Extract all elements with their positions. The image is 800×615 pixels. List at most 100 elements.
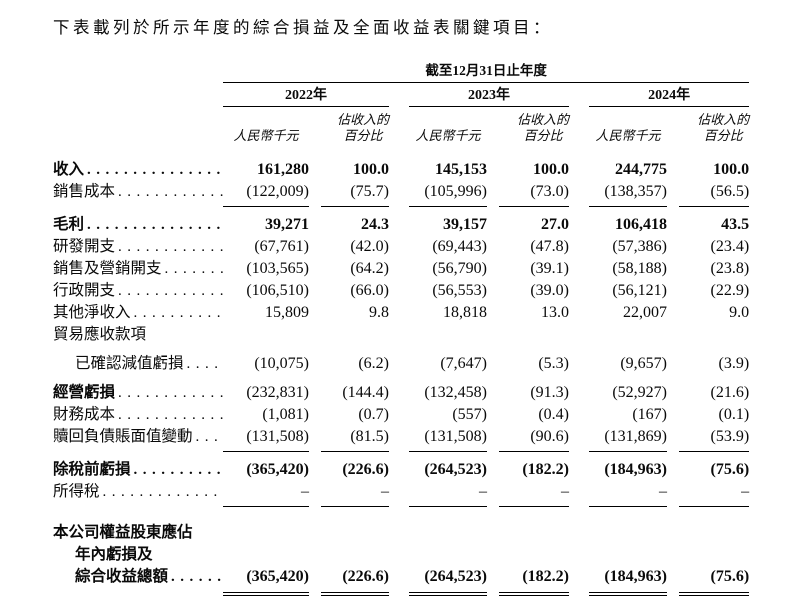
cell-amount: (264,523) [409,565,487,596]
dot-leader [131,459,223,481]
cell-percent: (5.3) [538,355,569,372]
table-row: 本公司權益股東應佔 [53,507,749,544]
col-gap [309,207,321,237]
cell-percent: (23.4) [710,238,750,255]
cell-percent: (39.0) [530,282,569,299]
cell-amount: 145,153 [435,161,487,178]
col-gap [309,544,321,566]
row-label: 所得稅 [53,483,100,500]
cell-amount [223,544,309,566]
col-gap [309,107,321,160]
cell-amount: 22,007 [623,304,667,321]
row-label: 銷售及營銷開支 [53,260,162,277]
cell-amount: (67,761) [254,238,309,255]
group-gap [389,83,409,107]
group-gap [389,346,409,375]
dot-leader [184,353,223,375]
cell-amount: (69,443) [432,238,487,255]
group-gap [569,280,589,302]
cell-percent: (73.0) [499,181,569,207]
col-gap [309,404,321,426]
col-gap [309,181,321,207]
table-row: 銷售成本 (122,009) (75.7) (105,996) (73.0) (138,3… [53,181,750,207]
year-header-2022: 2022年 [223,82,389,107]
cell-percent: (0.4) [538,406,569,423]
group-gap [569,426,589,452]
year-header-row: 2022年 2023年 2024年 [53,82,750,107]
cell-amount [223,507,309,544]
cell-amount: – [589,481,667,507]
col-gap [487,404,499,426]
cell-percent: (0.7) [358,406,389,423]
group-gap [389,236,409,258]
col-gap [487,280,499,302]
cell-amount: (232,831) [246,384,309,401]
row-label: 本公司權益股東應佔 [53,523,193,541]
cell-percent: (66.0) [350,282,389,299]
group-gap [389,404,409,426]
group-gap [569,83,589,107]
dot-leader [131,302,223,324]
table-row: 貿易應收款項 [53,324,749,346]
period-header: 截至12月31日止年度 [223,62,750,83]
group-gap [569,507,589,544]
col-gap [487,426,499,452]
col-gap [667,452,679,482]
group-gap [569,302,589,324]
cell-percent: 100.0 [533,161,569,178]
pct-label-line1: 佔收入的 [516,112,569,127]
cell-amount: (7,647) [440,355,487,372]
cell-percent: – [499,481,569,507]
cell-amount [589,324,667,346]
cell-percent: 43.5 [721,216,750,233]
year-header-2024: 2024年 [589,82,750,107]
cell-amount: 39,271 [265,216,309,233]
cell-amount: (52,927) [612,384,667,401]
col-gap [667,507,679,544]
col-gap [667,544,679,566]
table-row: 綜合收益總額 (365,420) (226.6) (264,523) (182.2) (1… [53,565,750,596]
group-gap [389,452,409,482]
col-gap [667,181,679,207]
cell-amount: (557) [452,406,487,423]
group-gap [389,426,409,452]
cell-amount: (167) [632,406,667,423]
cell-percent: (226.6) [321,565,389,596]
cell-percent: 100.0 [353,161,389,178]
cell-amount: – [223,481,309,507]
table-row: 除稅前虧損 (365,420) (226.6) (264,523) (182.2) (18… [53,452,749,482]
cell-percent: (3.9) [718,355,750,372]
cell-percent: (64.2) [350,260,389,277]
cell-percent: 9.0 [729,304,750,321]
cell-percent: 24.3 [361,216,389,233]
row-label: 除稅前虧損 [53,461,131,478]
cell-percent: 9.8 [369,304,389,321]
cell-amount [409,324,487,346]
cell-percent: (21.6) [710,384,750,401]
col-gap [667,566,679,594]
cell-percent: (23.8) [710,260,750,277]
col-gap [309,236,321,258]
cell-percent: (81.5) [321,426,389,452]
cell-percent: (47.8) [530,238,569,255]
cell-amount: 15,809 [265,304,309,321]
page-title: 下表載列於所示年度的綜合損益及全面收益表關鍵項目： [53,18,553,37]
row-label: 贖回負債賬面值變動 [53,428,193,445]
cell-amount: (131,508) [223,426,309,452]
group-gap [569,544,589,566]
group-gap [569,181,589,207]
cell-percent: (0.1) [718,406,750,423]
group-gap [569,207,589,237]
table-row: 銷售及營銷開支 (103,565) (64.2) (56,790) (39.1) (58,… [53,258,749,280]
group-gap [389,280,409,302]
dot-leader [84,214,223,236]
year-header-2023: 2023年 [409,82,569,107]
col-gap [487,159,499,181]
cell-percent: (144.4) [342,384,389,401]
row-label: 綜合收益總額 [75,567,169,585]
cell-percent: (90.6) [499,426,569,452]
cell-percent [679,507,749,544]
cell-percent: (6.2) [358,355,389,372]
col-gap [667,375,679,404]
